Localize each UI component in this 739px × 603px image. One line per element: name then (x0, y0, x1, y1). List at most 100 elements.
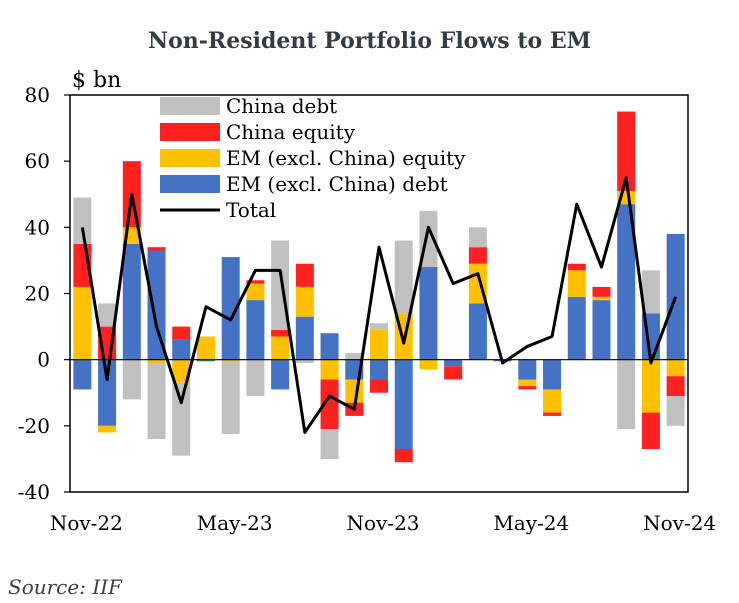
total-line-group (80, 176, 678, 434)
bar-china-equity-21 (592, 286, 611, 297)
bar-china-equity-10 (320, 379, 339, 430)
bar-em-excl-china-debt-18 (518, 359, 537, 380)
bar-em-excl-china-debt-13 (394, 359, 413, 449)
legend-label: China equity (226, 120, 356, 144)
legend-swatch (160, 97, 220, 115)
bar-china-equity-18 (518, 386, 537, 390)
y-tick-label: 80 (25, 83, 50, 107)
bar-china-equity-20 (567, 263, 586, 271)
legend-swatch (160, 149, 220, 167)
bar-em-excl-china-equity-8 (271, 336, 290, 360)
legend-swatch (160, 123, 220, 141)
bar-em-excl-china-equity-21 (592, 296, 611, 301)
bar-em-excl-china-debt-1 (98, 359, 117, 426)
bar-china-debt-24 (666, 396, 685, 426)
bar-china-equity-19 (543, 412, 562, 416)
bar-em-excl-china-debt-19 (543, 359, 562, 390)
bar-em-excl-china-debt-5 (196, 359, 215, 362)
legend-swatch (160, 175, 220, 193)
x-tick-label: May-23 (197, 511, 273, 535)
y-tick-label: 0 (37, 348, 50, 372)
legend-label: EM (excl. China) equity (226, 146, 466, 170)
bar-em-excl-china-debt-21 (592, 300, 611, 360)
bar-china-debt-3 (147, 362, 166, 440)
bar-china-equity-16 (468, 247, 487, 264)
bar-em-excl-china-equity-11 (345, 379, 364, 403)
bar-em-excl-china-debt-22 (617, 204, 636, 360)
bar-em-excl-china-equity-10 (320, 359, 339, 380)
bar-china-debt-6 (221, 361, 240, 435)
bar-china-debt-22 (617, 359, 636, 430)
bar-china-equity-22 (617, 111, 636, 191)
bar-em-excl-china-equity-18 (518, 379, 537, 387)
bar-em-excl-china-debt-9 (295, 316, 314, 360)
bar-china-debt-7 (246, 359, 265, 397)
bar-em-excl-china-debt-16 (468, 303, 487, 360)
bar-china-debt-13 (394, 240, 413, 314)
bar-em-excl-china-equity-20 (567, 270, 586, 297)
bar-em-excl-china-debt-4 (172, 339, 191, 360)
bar-em-excl-china-equity-7 (246, 283, 265, 301)
bar-china-debt-9 (295, 359, 314, 363)
bar-em-excl-china-debt-14 (419, 267, 438, 360)
y-axis-unit: $ bn (72, 68, 122, 93)
bar-china-equity-8 (271, 329, 290, 337)
bar-china-equity-7 (246, 280, 265, 284)
x-tick-label: Nov-22 (50, 511, 123, 535)
bar-em-excl-china-debt-12 (370, 359, 388, 380)
bar-china-equity-3 (147, 247, 166, 251)
bar-em-excl-china-equity-19 (543, 389, 562, 413)
bar-china-equity-12 (370, 379, 388, 393)
bar-em-excl-china-equity-3 (147, 359, 166, 363)
bar-em-excl-china-debt-10 (320, 333, 339, 360)
bar-em-excl-china-equity-4 (172, 359, 191, 383)
bar-em-excl-china-debt-15 (444, 359, 463, 367)
bar-china-equity-13 (394, 448, 413, 463)
source-note: Source: IIF (8, 575, 122, 599)
legend-label: Total (226, 198, 276, 222)
bar-em-excl-china-debt-6 (221, 257, 240, 360)
bar-em-excl-china-equity-0 (73, 286, 92, 360)
bar-em-excl-china-debt-0 (73, 359, 92, 390)
legend-label: EM (excl. China) debt (226, 172, 448, 196)
chart-title: Non-Resident Portfolio Flows to EM (148, 28, 591, 54)
x-tick-label: May-24 (493, 511, 569, 535)
bar-em-excl-china-equity-6 (221, 359, 240, 362)
x-tick-label: Nov-23 (346, 511, 419, 535)
bar-em-excl-china-equity-5 (196, 336, 215, 360)
bar-china-equity-15 (444, 366, 463, 380)
bar-em-excl-china-debt-2 (122, 243, 141, 360)
bar-china-debt-0 (73, 197, 92, 244)
bar-em-excl-china-debt-3 (147, 250, 166, 360)
bar-em-excl-china-debt-20 (567, 296, 586, 360)
bar-china-debt-16 (468, 227, 487, 248)
bar-china-debt-1 (98, 303, 117, 327)
bar-china-equity-23 (641, 412, 660, 449)
bar-china-debt-10 (320, 429, 339, 459)
bar-china-equity-24 (666, 376, 685, 397)
bar-china-debt-2 (122, 359, 141, 400)
y-tick-label: 40 (25, 215, 50, 239)
x-tick-label: Nov-24 (643, 511, 716, 535)
total-line (80, 176, 678, 434)
bar-em-excl-china-debt-8 (271, 359, 290, 390)
bar-china-equity-4 (172, 326, 191, 340)
bar-em-excl-china-debt-7 (246, 300, 265, 360)
legend-label: China debt (226, 94, 337, 118)
bar-em-excl-china-equity-14 (419, 359, 438, 370)
y-tick-label: 20 (25, 282, 50, 306)
bar-em-excl-china-equity-1 (98, 425, 117, 433)
bar-china-debt-11 (345, 353, 364, 360)
bar-china-debt-12 (370, 323, 388, 330)
y-tick-label: -20 (18, 414, 50, 438)
bar-china-equity-9 (295, 263, 314, 287)
bar-em-excl-china-equity-9 (295, 286, 314, 317)
y-tick-label: -40 (18, 480, 50, 504)
bar-em-excl-china-equity-12 (370, 329, 388, 360)
bar-em-excl-china-equity-23 (641, 359, 660, 413)
bars-group (73, 111, 685, 463)
y-tick-label: 60 (25, 149, 50, 173)
